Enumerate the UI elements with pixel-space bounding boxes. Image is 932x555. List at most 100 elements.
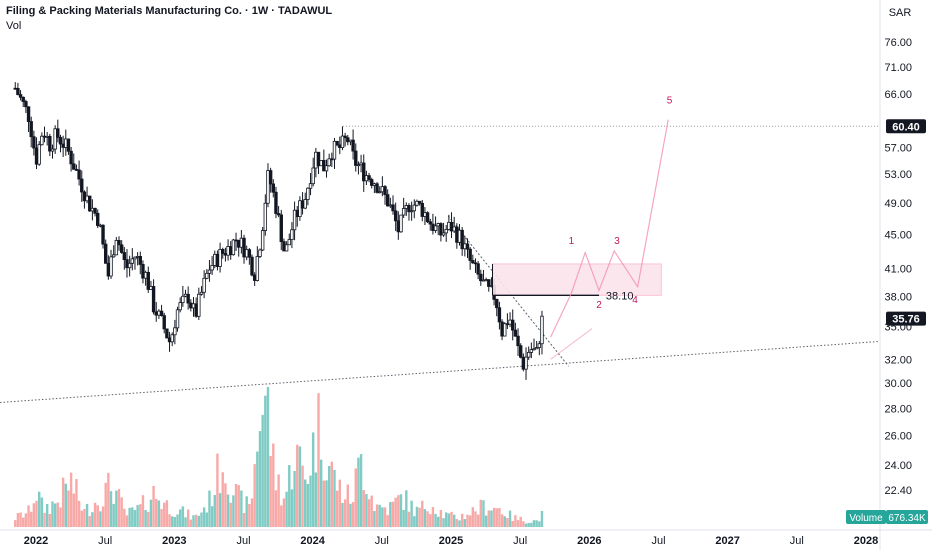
support-trendline bbox=[0, 340, 881, 403]
candle-body bbox=[183, 293, 188, 297]
x-tick-label: Jul bbox=[513, 535, 527, 547]
volume-indicator-label[interactable]: Vol bbox=[6, 20, 22, 32]
volume-value-badge bbox=[886, 510, 928, 524]
volume-bar bbox=[197, 515, 201, 527]
volume-bar bbox=[59, 507, 62, 527]
volume-bar bbox=[152, 485, 155, 527]
candle-body bbox=[221, 249, 225, 254]
candle-body bbox=[162, 315, 166, 330]
volume-bar bbox=[264, 395, 267, 527]
candle-body bbox=[311, 167, 315, 185]
candle-body bbox=[463, 243, 467, 250]
volume-bar bbox=[149, 499, 153, 527]
volume-bar bbox=[519, 516, 522, 527]
volume-bar bbox=[490, 510, 493, 527]
candle-body bbox=[385, 194, 390, 207]
volume-bar bbox=[83, 508, 86, 527]
volume-bar bbox=[306, 484, 310, 527]
volume-bar bbox=[240, 490, 243, 527]
volume-bar bbox=[64, 483, 67, 527]
volume-bar bbox=[431, 507, 435, 527]
volume-bar bbox=[522, 521, 525, 527]
volume-bar bbox=[45, 503, 49, 527]
volume-bar bbox=[115, 490, 118, 527]
volume-bar bbox=[32, 503, 36, 527]
volume-bar bbox=[173, 517, 177, 527]
volume-bar bbox=[43, 512, 46, 527]
volume-bar bbox=[434, 513, 437, 527]
candle-body bbox=[101, 224, 105, 245]
candle-body bbox=[103, 243, 108, 264]
volume-bar bbox=[72, 493, 75, 527]
volume-bar bbox=[208, 490, 211, 527]
volume-bar bbox=[335, 490, 339, 527]
candle-body bbox=[468, 248, 472, 261]
x-tick-label: 2023 bbox=[162, 535, 186, 547]
volume-bar bbox=[500, 514, 504, 527]
volume-bar bbox=[261, 414, 264, 527]
candle-body bbox=[64, 138, 68, 148]
volume-bar bbox=[370, 495, 373, 527]
candle-body bbox=[526, 351, 531, 358]
price-badge-label: 60.40 bbox=[892, 121, 920, 133]
volume-bar bbox=[301, 465, 304, 527]
candle-body bbox=[181, 295, 185, 304]
x-tick-label: 2027 bbox=[715, 535, 739, 547]
volume-bar bbox=[168, 514, 171, 527]
volume-bar bbox=[27, 505, 30, 527]
candle-body bbox=[423, 212, 427, 217]
volume-bar bbox=[186, 509, 190, 527]
volume-bar bbox=[383, 507, 387, 527]
volume-bar bbox=[447, 513, 451, 527]
candle-body bbox=[282, 241, 286, 252]
volume-bar bbox=[532, 520, 536, 527]
volume-bar bbox=[189, 519, 193, 527]
x-tick-label: Jul bbox=[790, 535, 804, 547]
volume-bar bbox=[69, 472, 73, 527]
candle-body bbox=[167, 337, 172, 343]
volume-bar bbox=[362, 490, 365, 527]
volume-bar bbox=[540, 510, 544, 527]
candle-body bbox=[529, 349, 534, 353]
x-tick-label: Jul bbox=[375, 535, 389, 547]
y-tick-label: 32.00 bbox=[884, 354, 912, 366]
candle-body bbox=[354, 150, 358, 166]
candle-body bbox=[205, 272, 209, 279]
candle-body bbox=[388, 204, 393, 207]
volume-bar bbox=[280, 505, 283, 527]
candle-body bbox=[53, 128, 57, 150]
candle-body bbox=[218, 249, 222, 267]
candle-body bbox=[48, 135, 52, 152]
volume-bar bbox=[141, 495, 145, 527]
volume-bar bbox=[429, 514, 432, 527]
candle-body bbox=[250, 256, 254, 276]
volume-bar bbox=[266, 387, 270, 527]
volume-bar bbox=[218, 493, 222, 527]
candle-body bbox=[351, 139, 355, 152]
volume-bar bbox=[104, 482, 107, 527]
volume-bar bbox=[394, 497, 397, 527]
candle-body bbox=[226, 246, 230, 256]
candle-body bbox=[74, 168, 79, 171]
candle-body bbox=[457, 229, 462, 243]
candle-body bbox=[56, 128, 60, 138]
candle-body bbox=[122, 252, 127, 260]
volume-bar bbox=[354, 468, 357, 527]
volume-bar bbox=[498, 508, 501, 527]
volume-bar bbox=[524, 523, 528, 527]
candle-body bbox=[13, 87, 17, 90]
volume-bar bbox=[511, 520, 514, 527]
x-tick-label: Jul bbox=[236, 535, 250, 547]
candle-body bbox=[80, 178, 84, 193]
candle-body bbox=[404, 205, 409, 209]
volume-bar bbox=[112, 503, 115, 527]
candle-body bbox=[119, 244, 124, 253]
candle-body bbox=[407, 205, 411, 213]
volume-bar bbox=[226, 494, 230, 527]
candle-body bbox=[308, 183, 313, 189]
annotations: 38.10 1 2 3 4 5 bbox=[492, 95, 673, 360]
candle-body bbox=[159, 310, 164, 317]
candle-body bbox=[135, 256, 140, 258]
